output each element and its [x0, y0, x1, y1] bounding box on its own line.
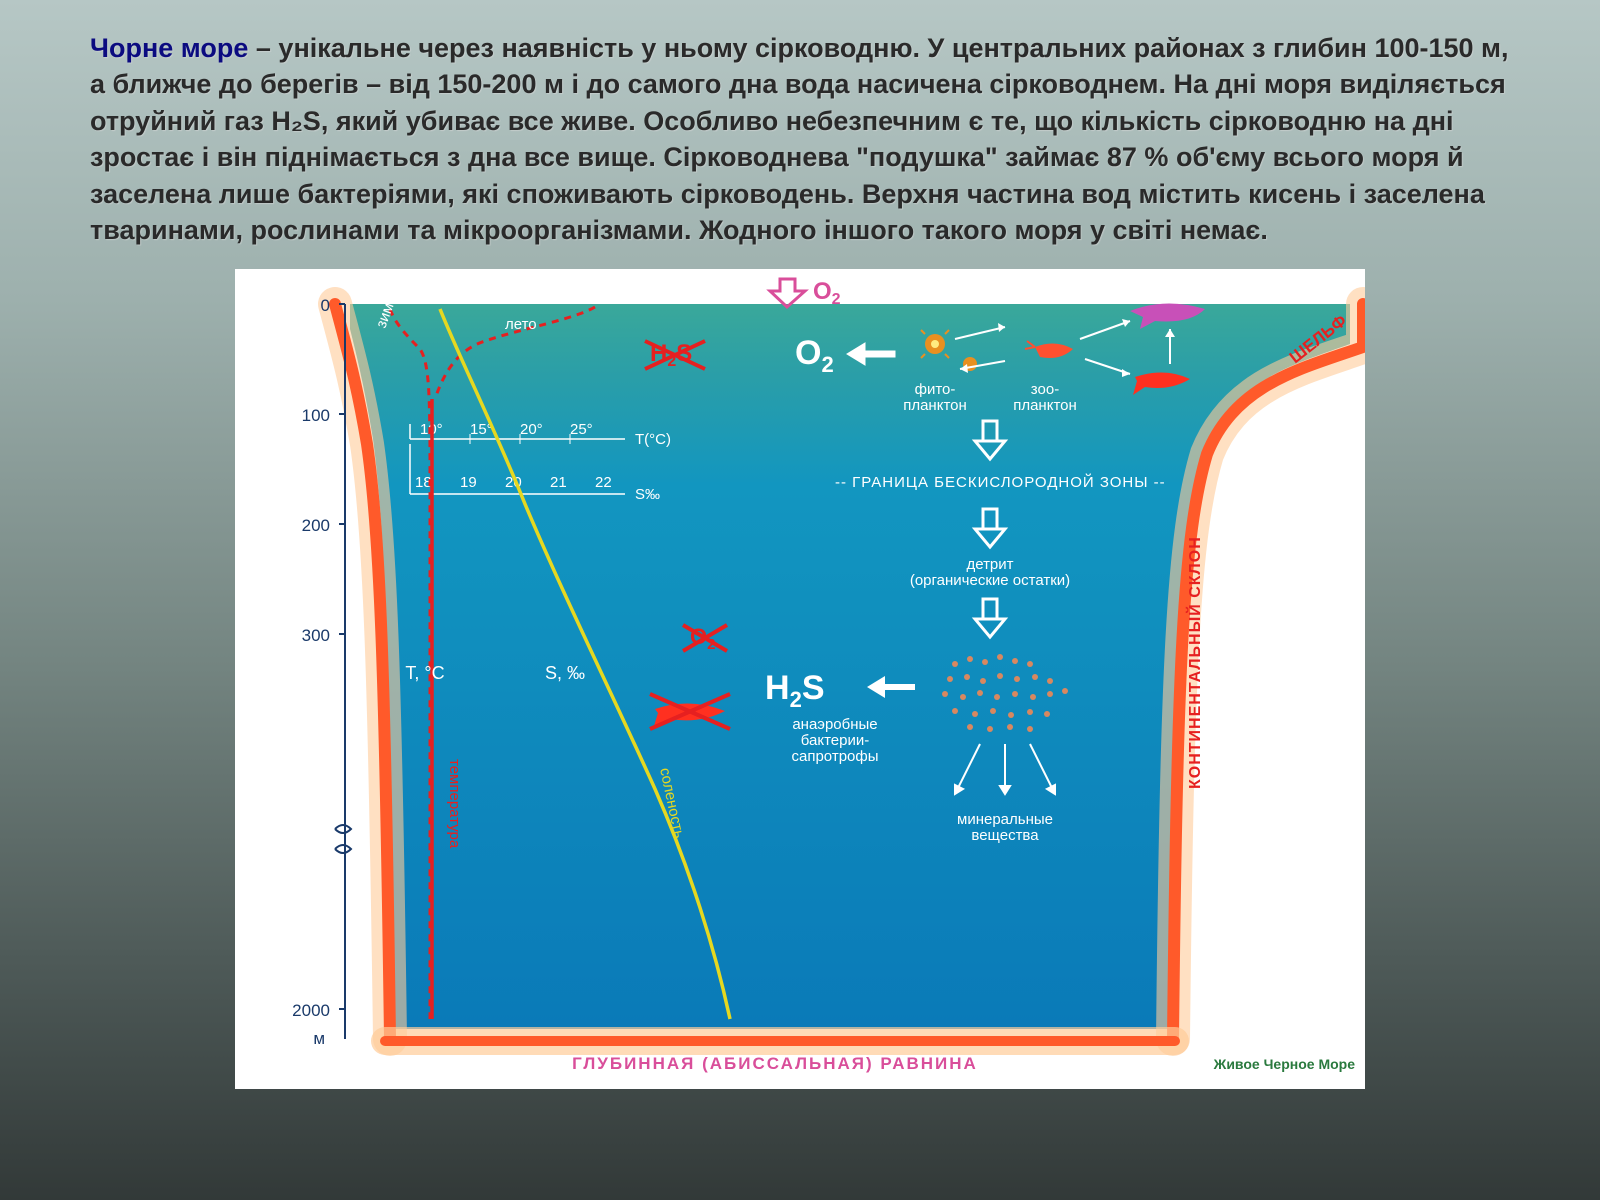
- tick-0: 0: [321, 296, 330, 315]
- svg-text:25°: 25°: [570, 421, 593, 438]
- svg-text:S‰: S‰: [635, 486, 660, 503]
- tick-300: 300: [302, 626, 330, 645]
- depth-ticks: 0 100 200 300 2000 м: [292, 296, 351, 1048]
- svg-text:T(°C): T(°C): [635, 431, 671, 448]
- tick-2000: 2000: [292, 1001, 330, 1020]
- plain-label: ГЛУБИННАЯ (АБИССАЛЬНАЯ) РАВНИНА: [572, 1054, 978, 1073]
- lede-text: Чорне море: [90, 33, 248, 63]
- sea-diagram: 0 100 200 300 2000 м 10° 15° 20° 25°: [235, 269, 1365, 1089]
- temp-axis-label: T, °C: [405, 663, 444, 683]
- svg-text:20°: 20°: [520, 421, 543, 438]
- sal-axis-label: S, ‰: [545, 663, 585, 683]
- tick-100: 100: [302, 406, 330, 425]
- body-text: – унікальне через наявність у ньому сірк…: [90, 33, 1509, 245]
- svg-text:22: 22: [595, 474, 612, 491]
- depth-unit: м: [313, 1029, 325, 1048]
- slope-label: КОНТИНЕНТАЛЬНЫЙ СКЛОН: [1185, 536, 1204, 789]
- svg-text:O2: O2: [813, 278, 841, 308]
- o2-top-arrow-icon: O2: [770, 278, 841, 308]
- temp-vertical-label: температура: [446, 759, 463, 849]
- axis-break-icon: [335, 825, 351, 853]
- svg-text:21: 21: [550, 474, 567, 491]
- summer-label: лето: [505, 316, 537, 333]
- tick-200: 200: [302, 516, 330, 535]
- svg-text:19: 19: [460, 474, 477, 491]
- intro-paragraph: Чорне море – унікальне через наявність у…: [90, 30, 1510, 249]
- bacteria-label: анаэробныебактерии-сапротрофы: [792, 716, 879, 765]
- footer-label: Живое Черное Море: [1213, 1056, 1356, 1072]
- boundary-label: -- ГРАНИЦА БЕСКИСЛОРОДНОЙ ЗОНЫ --: [835, 473, 1166, 491]
